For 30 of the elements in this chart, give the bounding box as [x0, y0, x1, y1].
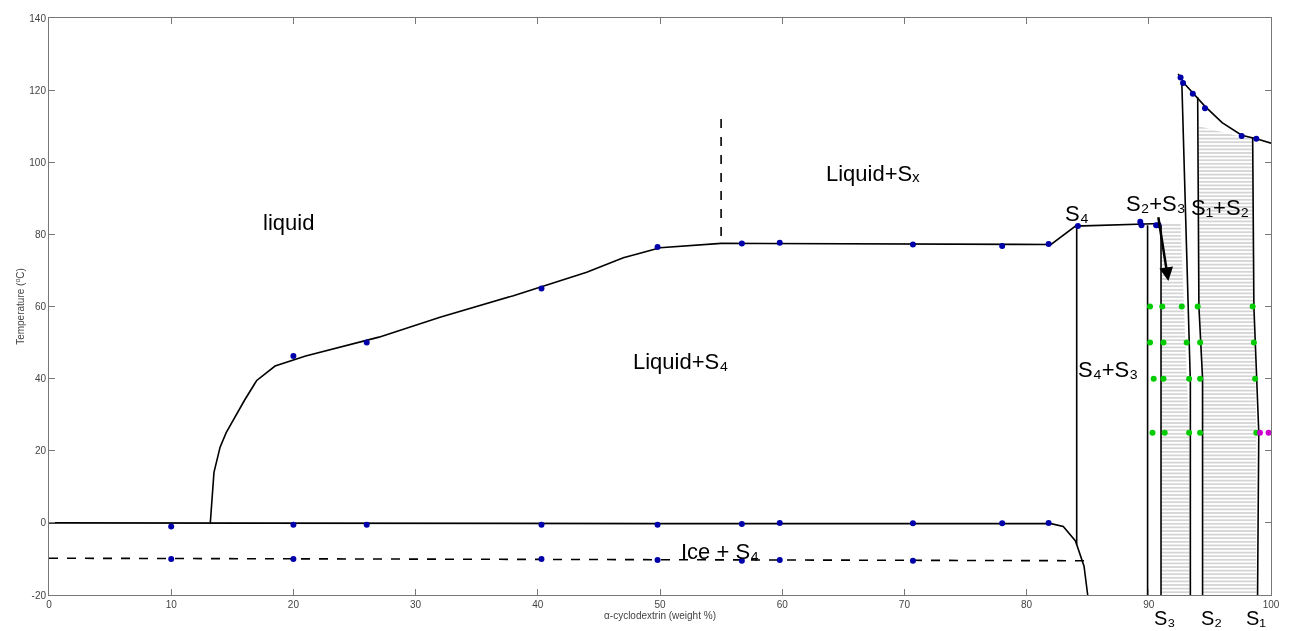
annotation: Liquid+Sₓ — [826, 161, 921, 186]
text: S₃ — [1154, 607, 1176, 629]
y-tick-label: 0 — [40, 517, 47, 529]
x-tick-label: 70 — [898, 599, 911, 610]
y-tick-label: 60 — [34, 301, 47, 312]
text: S₁ — [1246, 607, 1267, 629]
annotation: S₄+S₃ — [1078, 357, 1139, 382]
x-tick-label: 80 — [1021, 599, 1033, 610]
annotation: Liquid+S₄ — [633, 349, 729, 374]
x-tick-label: 50 — [654, 599, 666, 610]
annotation: S₄ — [1065, 201, 1089, 226]
x-tick-label: 10 — [165, 599, 178, 610]
annotation: liquid — [263, 210, 315, 235]
annotation: Ice + S₄ — [681, 539, 760, 564]
x-axis-title: α-cyclodextrin (weight %) — [604, 610, 716, 621]
y-tick-label: 120 — [29, 84, 47, 96]
x-tick-label: 40 — [532, 599, 544, 610]
y-tick-label: -20 — [31, 589, 47, 601]
text: S₂ — [1201, 607, 1223, 629]
y-tick-label: 80 — [34, 228, 47, 240]
x-tick-label: 60 — [776, 599, 789, 610]
x-tick-label: 90 — [1143, 599, 1155, 610]
y-tick-label: 100 — [29, 156, 47, 168]
x-tick-label: 100 — [1262, 599, 1280, 610]
annotation: S₂+S₃ — [1126, 191, 1186, 216]
x-tick-label: 20 — [287, 599, 300, 610]
x-tick-label: 30 — [410, 599, 422, 610]
y-tick-label: 140 — [29, 12, 47, 24]
y-tick-label: 20 — [34, 445, 47, 457]
y-tick-label: 40 — [34, 373, 47, 385]
